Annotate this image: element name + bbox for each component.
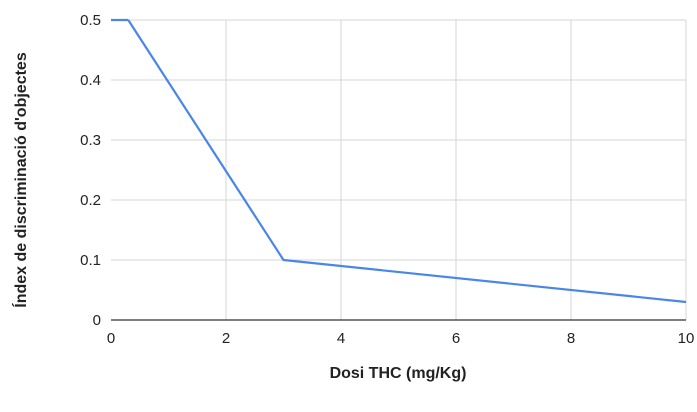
y-tick-label: 0.1 xyxy=(80,252,101,269)
y-tick-label: 0.2 xyxy=(80,192,101,209)
series-layer xyxy=(111,18,687,304)
x-tick-label: 2 xyxy=(222,330,230,347)
tick-labels: 0 2 4 6 8 10 0 0.1 0.2 0.3 0.4 0.5 xyxy=(80,12,694,347)
x-tick-label: 4 xyxy=(337,330,345,347)
x-axis-title: Dosi THC (mg/Kg) xyxy=(330,365,467,382)
grid xyxy=(111,19,687,320)
x-tick-label: 10 xyxy=(678,330,695,347)
y-tick-label: 0.5 xyxy=(80,12,101,29)
y-axis-title: Índex de discriminació d'objectes xyxy=(11,52,30,308)
x-tick-label: 8 xyxy=(567,330,575,347)
x-tick-label: 0 xyxy=(107,330,115,347)
y-tick-label: 0.3 xyxy=(80,132,101,149)
x-tick-label: 6 xyxy=(452,330,460,347)
y-tick-label: 0.4 xyxy=(80,72,101,89)
series-line-0 xyxy=(127,19,687,304)
y-tick-label: 0 xyxy=(93,312,101,329)
